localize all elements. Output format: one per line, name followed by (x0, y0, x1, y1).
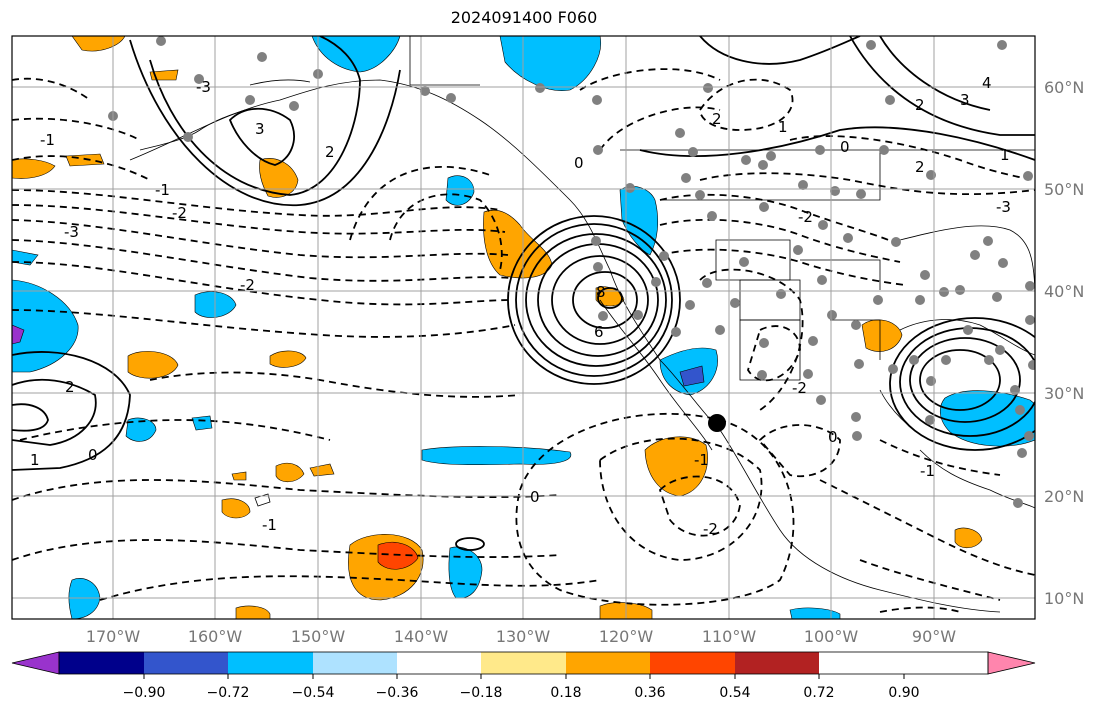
contour-label: -1 (155, 181, 170, 199)
contour-label: -2 (792, 379, 807, 397)
colorbar-tick-label: 0.18 (550, 685, 581, 701)
colorbar: −0.90 −0.72 −0.54 −0.36 −0.18 0.18 0.36 … (11, 651, 1036, 701)
colorbar-tick-label: 0.54 (719, 685, 750, 701)
contour-label: -3 (196, 78, 211, 96)
lat-tick-label: 10°N (1044, 589, 1084, 608)
colorbar-outline (58, 651, 989, 675)
map-title: 2024091400 F060 (450, 8, 598, 27)
contour-label: 0 (88, 446, 98, 464)
contour-label: 3 (255, 120, 265, 138)
colorbar-tick-label: −0.18 (460, 685, 503, 701)
contour-label: -1 (920, 462, 935, 480)
contour-labels: -3 -2 -2 -1 -1 0 0 0 1 1 2 2 2 3 4 6 8 -… (30, 74, 1011, 538)
colorbar-segment (566, 652, 650, 674)
colorbar-segments (59, 652, 819, 674)
contour-lines-dashed (12, 68, 1035, 613)
colorbar-tick-label: −0.90 (123, 685, 166, 701)
contour-label: 0 (840, 138, 850, 156)
longitude-axis: 170°W 160°W 150°W 140°W 130°W 120°W 110°… (86, 627, 956, 646)
lat-tick-label: 30°N (1044, 384, 1084, 403)
colorbar-tick-label: 0.36 (634, 685, 665, 701)
lon-tick-label: 160°W (188, 627, 243, 646)
contour-label: 0 (530, 488, 540, 506)
station-dots (108, 36, 1035, 508)
contour-label: -3 (996, 198, 1011, 216)
contour-label: -1 (694, 451, 709, 469)
lon-tick-label: 90°W (912, 627, 956, 646)
contour-label: 1 (778, 118, 788, 136)
colorbar-tick-label: −0.54 (292, 685, 335, 701)
colorbar-segment (313, 652, 397, 674)
colorbar-tick-label: −0.36 (376, 685, 419, 701)
gridlines (12, 36, 1035, 619)
lat-tick-label: 50°N (1044, 180, 1084, 199)
lon-tick-label: 110°W (702, 627, 757, 646)
contour-label: 3 (960, 91, 970, 109)
lon-tick-label: 170°W (86, 627, 141, 646)
lat-tick-label: 40°N (1044, 282, 1084, 301)
contour-label: 0 (828, 428, 838, 446)
colorbar-segment (481, 652, 566, 674)
contour-label: -3 (64, 223, 79, 241)
colorbar-tick-label: 0.90 (888, 685, 919, 701)
contour-label: 2 (325, 143, 335, 161)
colorbar-segment (735, 652, 819, 674)
lon-tick-label: 140°W (394, 627, 449, 646)
map-frame (11, 35, 1036, 620)
lon-tick-label: 120°W (599, 627, 654, 646)
latitude-axis: 60°N 50°N 40°N 30°N 20°N 10°N (1044, 78, 1084, 608)
lon-tick-label: 100°W (804, 627, 859, 646)
contour-label: -1 (262, 516, 277, 534)
lat-tick-label: 20°N (1044, 487, 1084, 506)
colorbar-segment (397, 652, 481, 674)
colorbar-tick-labels: −0.90 −0.72 −0.54 −0.36 −0.18 0.18 0.36 … (123, 685, 920, 701)
colorbar-extend-high (987, 651, 1036, 675)
contour-label: 0 (574, 154, 584, 172)
contour-label: -2 (703, 520, 718, 538)
contour-label: -2 (240, 276, 255, 294)
colorbar-segment (144, 652, 228, 674)
contour-label: 2 (65, 378, 75, 396)
colorbar-tick-label: 0.72 (803, 685, 834, 701)
lat-tick-label: 60°N (1044, 78, 1084, 97)
map-plot-area: -3 -2 -2 -1 -1 0 0 0 1 1 2 2 2 3 4 6 8 -… (12, 36, 1035, 619)
lon-tick-label: 150°W (291, 627, 346, 646)
shaded-anomaly-regions (12, 36, 1035, 619)
contour-label: 6 (594, 323, 604, 341)
colorbar-extend-low (11, 651, 60, 675)
contour-label: 8 (596, 283, 606, 301)
contour-label: 4 (982, 74, 992, 92)
colorbar-tick-label: −0.72 (207, 685, 250, 701)
contour-label: 2 (915, 158, 925, 176)
colorbar-segment (59, 652, 144, 674)
contour-label: -2 (172, 204, 187, 222)
colorbar-segment (228, 652, 313, 674)
colorbar-ticks (143, 674, 905, 679)
contour-label: 2 (712, 110, 722, 128)
contour-label: 1 (1000, 146, 1010, 164)
contour-label: 2 (915, 96, 925, 114)
contour-label: -1 (40, 131, 55, 149)
contour-label: -2 (798, 208, 813, 226)
storm-center-marker (708, 414, 726, 432)
colorbar-segment (650, 652, 735, 674)
contour-label: 1 (30, 451, 40, 469)
lon-tick-label: 130°W (496, 627, 551, 646)
